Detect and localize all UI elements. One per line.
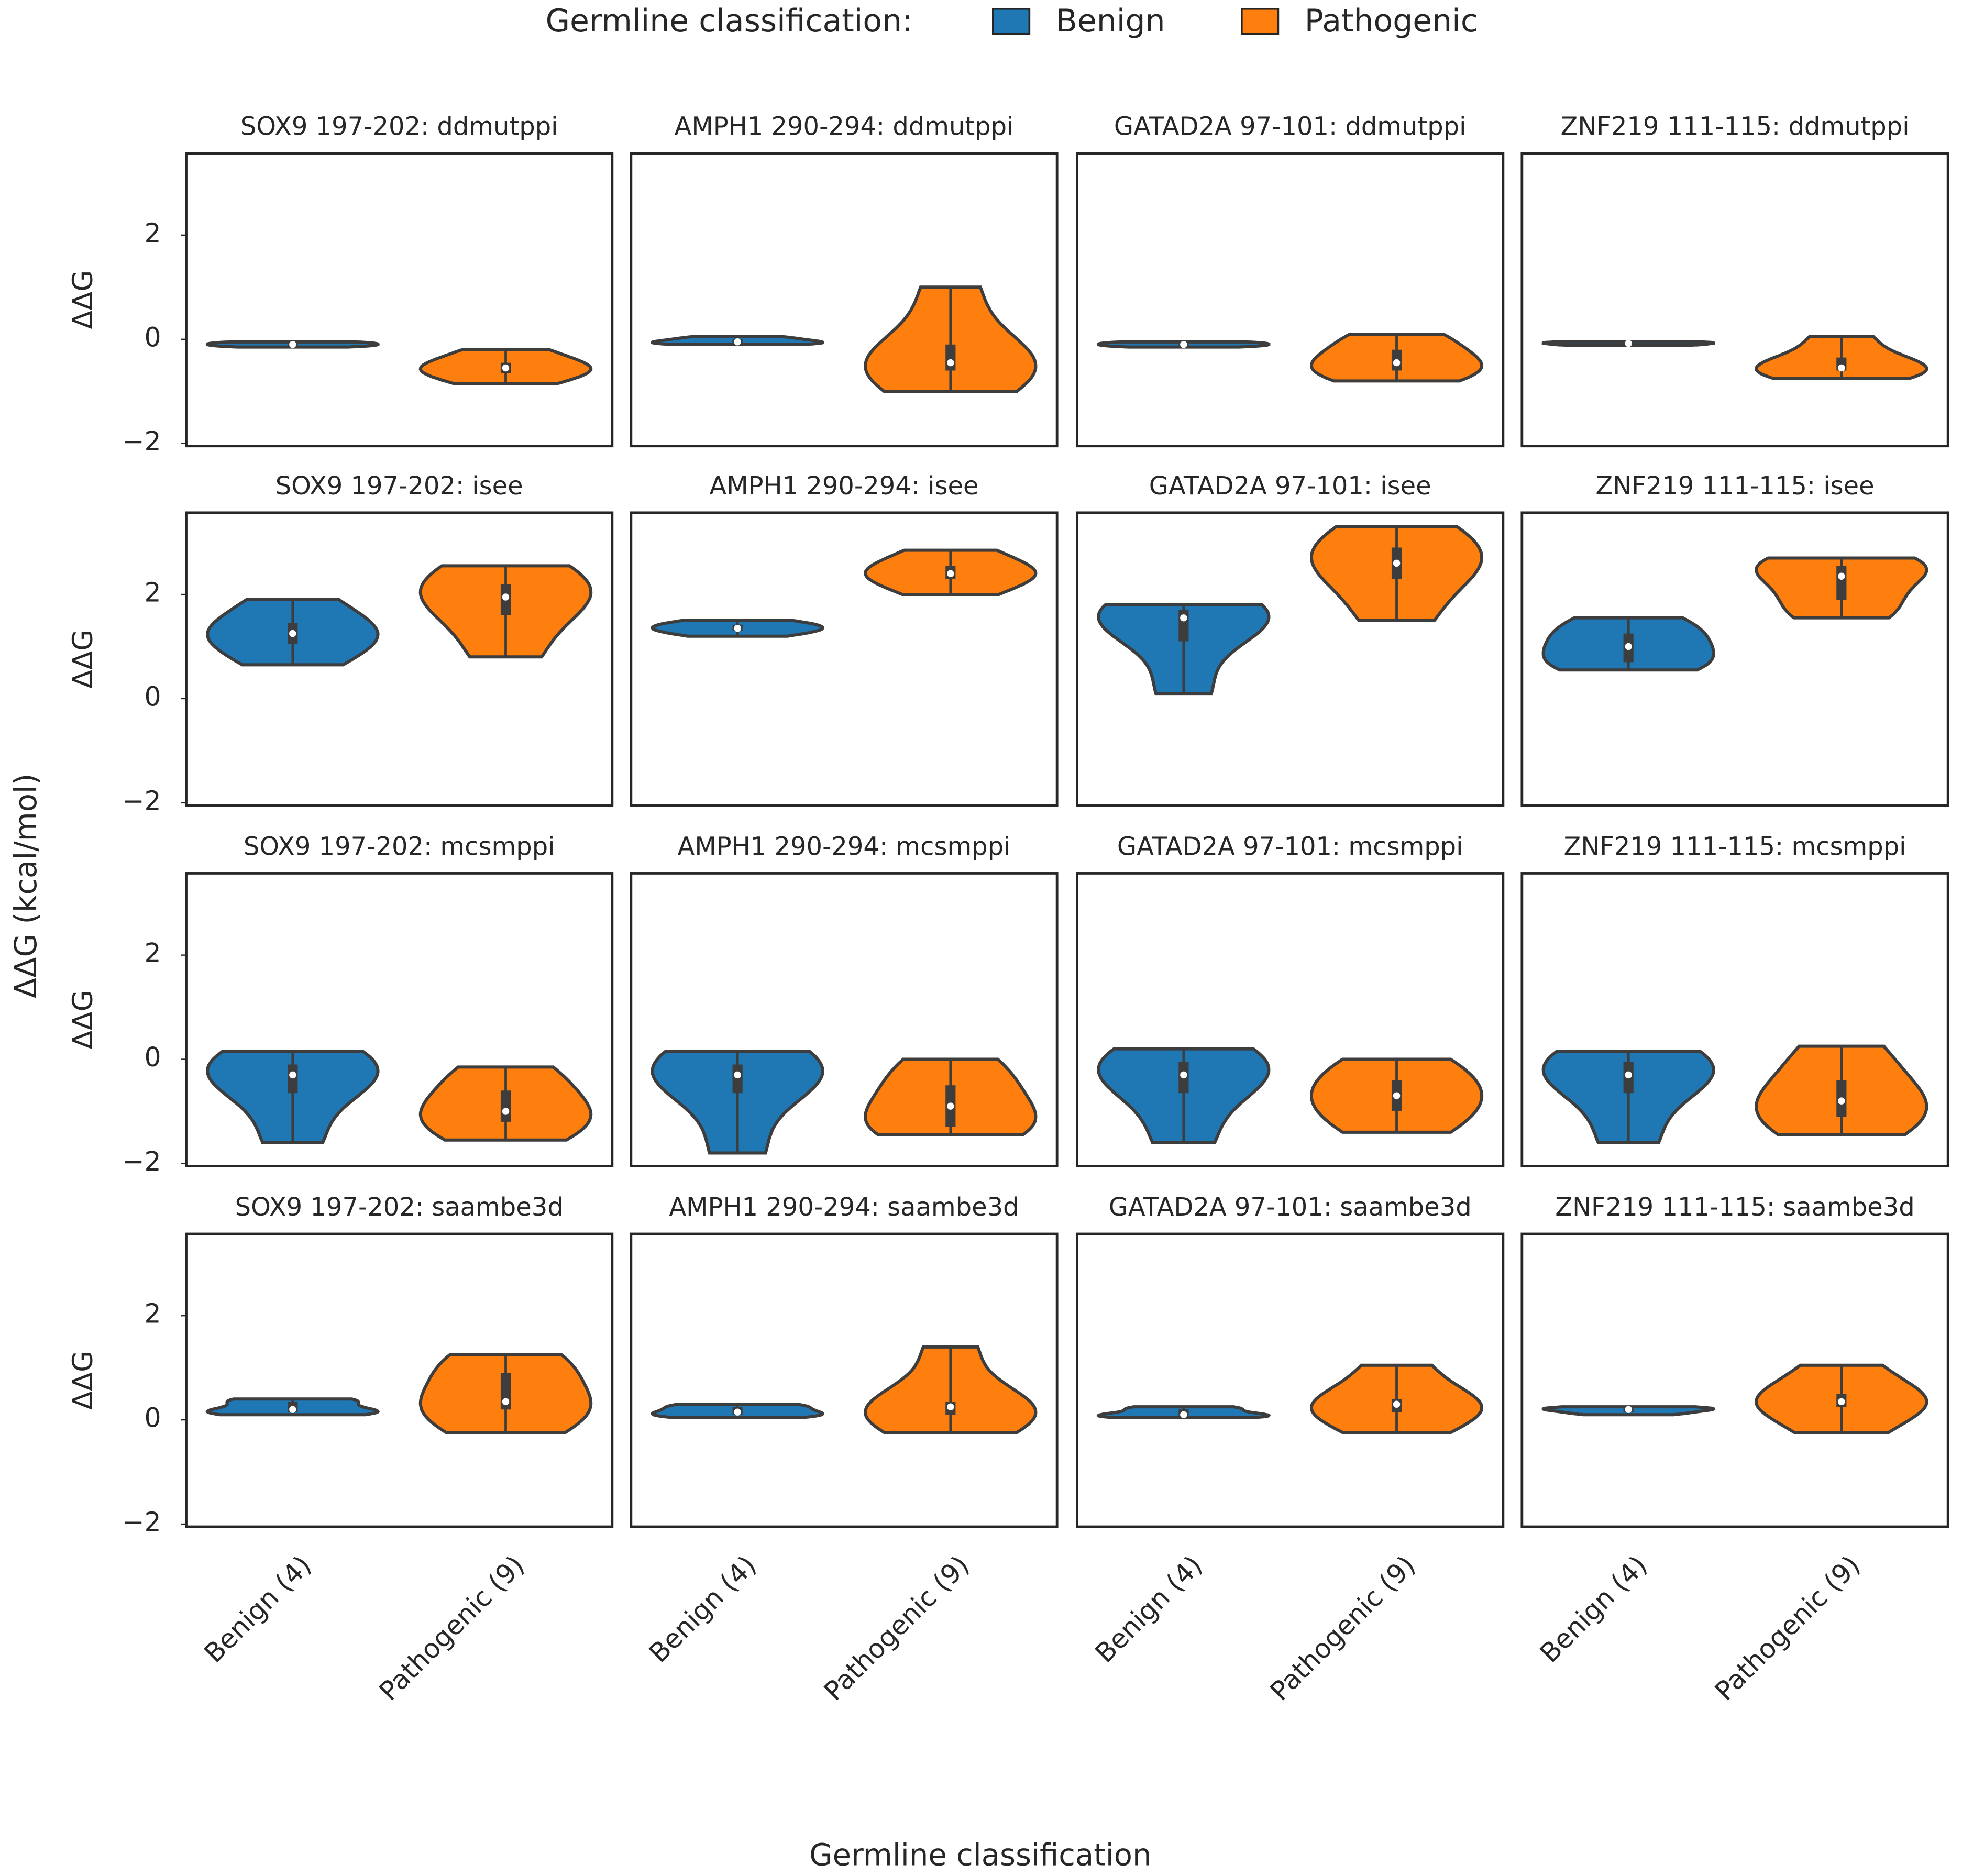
subplot-title: ZNF219 111-115: mcsmppi bbox=[1564, 832, 1906, 861]
median bbox=[1625, 643, 1632, 650]
median bbox=[947, 1102, 954, 1110]
y-tick-label: −2 bbox=[122, 426, 161, 457]
median bbox=[289, 1071, 296, 1079]
legend-title: Germline classification: bbox=[546, 3, 913, 39]
y-tick-label: 0 bbox=[144, 681, 161, 712]
y-tick-label: 2 bbox=[144, 217, 161, 248]
subplot-title: SOX9 197-202: isee bbox=[275, 471, 523, 501]
x-tick-label: Pathogenic (9) bbox=[818, 1550, 975, 1707]
axes-frame bbox=[630, 152, 1059, 448]
median bbox=[502, 1398, 510, 1406]
subplot-title: AMPH1 290-294: isee bbox=[709, 471, 978, 501]
subplot-title: AMPH1 290-294: mcsmppi bbox=[678, 832, 1011, 861]
axes-frame bbox=[185, 511, 614, 807]
median bbox=[289, 1406, 296, 1413]
legend-swatch bbox=[991, 7, 1031, 35]
median bbox=[1393, 559, 1401, 567]
median bbox=[734, 624, 741, 632]
y-tick-label: 2 bbox=[144, 577, 161, 608]
median bbox=[734, 1071, 741, 1079]
x-tick-label: Benign (4) bbox=[1534, 1550, 1653, 1669]
x-tick-label: Benign (4) bbox=[198, 1550, 317, 1669]
x-tick-label: Benign (4) bbox=[1089, 1550, 1208, 1669]
axes-frame bbox=[185, 1232, 614, 1528]
x-tick-label: Pathogenic (9) bbox=[373, 1550, 530, 1707]
median bbox=[502, 1108, 510, 1115]
median bbox=[1393, 359, 1401, 367]
median bbox=[1180, 1071, 1187, 1079]
y-tick-label: −2 bbox=[122, 1146, 161, 1177]
subplot-y-label: ΔΔG bbox=[67, 630, 99, 689]
subplot-y-label: ΔΔG bbox=[67, 270, 99, 329]
axes-frame bbox=[1520, 152, 1949, 448]
median bbox=[1180, 1411, 1187, 1418]
median bbox=[947, 1403, 954, 1410]
y-tick-label: 0 bbox=[144, 1042, 161, 1073]
axes-frame bbox=[1076, 872, 1505, 1167]
x-tick-label: Benign (4) bbox=[643, 1550, 762, 1669]
subplot-title: SOX9 197-202: saambe3d bbox=[235, 1193, 564, 1222]
x-tick-label: Pathogenic (9) bbox=[1264, 1550, 1421, 1707]
x-tick-label: Pathogenic (9) bbox=[1709, 1550, 1866, 1707]
median bbox=[1838, 1097, 1845, 1105]
legend-swatch bbox=[1241, 7, 1280, 35]
median bbox=[734, 338, 741, 346]
axes-frame bbox=[630, 511, 1059, 807]
subplot-title: GATAD2A 97-101: saambe3d bbox=[1109, 1193, 1472, 1222]
subplot-title: AMPH1 290-294: ddmutppi bbox=[675, 112, 1014, 141]
subplot-title: GATAD2A 97-101: ddmutppi bbox=[1114, 112, 1467, 141]
median bbox=[1180, 341, 1187, 348]
subplot-y-label: ΔΔG bbox=[67, 990, 99, 1049]
axes-frame bbox=[1076, 511, 1505, 807]
y-axis-label: ΔΔG (kcal/mol) bbox=[8, 774, 43, 999]
median bbox=[502, 364, 510, 372]
y-tick-label: −2 bbox=[122, 785, 161, 816]
axes-frame bbox=[1520, 1232, 1949, 1528]
subplot-title: SOX9 197-202: ddmutppi bbox=[240, 112, 558, 141]
median bbox=[1625, 340, 1632, 347]
median bbox=[1180, 614, 1187, 622]
median bbox=[289, 341, 296, 348]
median bbox=[289, 630, 296, 637]
axes-frame bbox=[1520, 872, 1949, 1167]
subplot-title: AMPH1 290-294: saambe3d bbox=[669, 1193, 1019, 1222]
median bbox=[1838, 572, 1845, 580]
axes-frame bbox=[630, 1232, 1059, 1528]
subplot-title: ZNF219 111-115: isee bbox=[1595, 471, 1874, 501]
median bbox=[734, 1408, 741, 1416]
median bbox=[947, 359, 954, 367]
axes-frame bbox=[185, 152, 614, 448]
subplot-title: ZNF219 111-115: saambe3d bbox=[1555, 1193, 1914, 1222]
legend-label: Benign bbox=[1056, 3, 1165, 39]
subplot-title: GATAD2A 97-101: mcsmppi bbox=[1117, 832, 1463, 861]
y-tick-label: 0 bbox=[144, 1403, 161, 1433]
subplot-title: GATAD2A 97-101: isee bbox=[1149, 471, 1431, 501]
y-tick-label: 2 bbox=[144, 1298, 161, 1329]
median bbox=[1625, 1406, 1632, 1413]
axes-frame bbox=[1076, 152, 1505, 448]
median bbox=[1393, 1400, 1401, 1408]
median bbox=[1838, 1398, 1845, 1406]
subplot-y-label: ΔΔG bbox=[67, 1351, 99, 1410]
subplot-title: SOX9 197-202: mcsmppi bbox=[244, 832, 555, 861]
y-tick-label: 2 bbox=[144, 937, 161, 968]
legend-label: Pathogenic bbox=[1305, 3, 1478, 39]
median bbox=[1625, 1071, 1632, 1079]
median bbox=[1393, 1092, 1401, 1099]
subplot-title: ZNF219 111-115: ddmutppi bbox=[1560, 112, 1909, 141]
median bbox=[947, 570, 954, 577]
median bbox=[1838, 364, 1845, 372]
y-tick-label: −2 bbox=[122, 1507, 161, 1538]
median bbox=[502, 593, 510, 601]
x-axis-label: Germline classification bbox=[809, 1838, 1151, 1873]
axes-frame bbox=[630, 872, 1059, 1167]
y-tick-label: 0 bbox=[144, 322, 161, 352]
axes-frame bbox=[1520, 511, 1949, 807]
axes-frame bbox=[1076, 1232, 1505, 1528]
axes-frame bbox=[185, 872, 614, 1167]
